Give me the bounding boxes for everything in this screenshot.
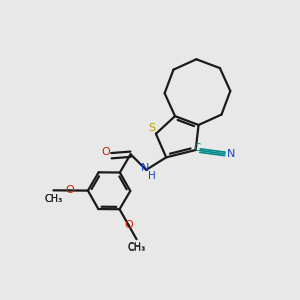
Text: S: S bbox=[148, 123, 155, 133]
Text: N: N bbox=[141, 164, 149, 173]
Text: O: O bbox=[65, 185, 74, 196]
Text: N: N bbox=[226, 149, 235, 159]
Text: C: C bbox=[194, 142, 201, 153]
Text: O: O bbox=[124, 220, 133, 230]
Text: CH₃: CH₃ bbox=[128, 243, 146, 253]
Text: O: O bbox=[102, 147, 110, 157]
Text: CH₃: CH₃ bbox=[44, 194, 62, 204]
Text: CH₃: CH₃ bbox=[44, 194, 62, 204]
Text: CH₃: CH₃ bbox=[128, 242, 146, 252]
Text: H: H bbox=[148, 171, 155, 181]
